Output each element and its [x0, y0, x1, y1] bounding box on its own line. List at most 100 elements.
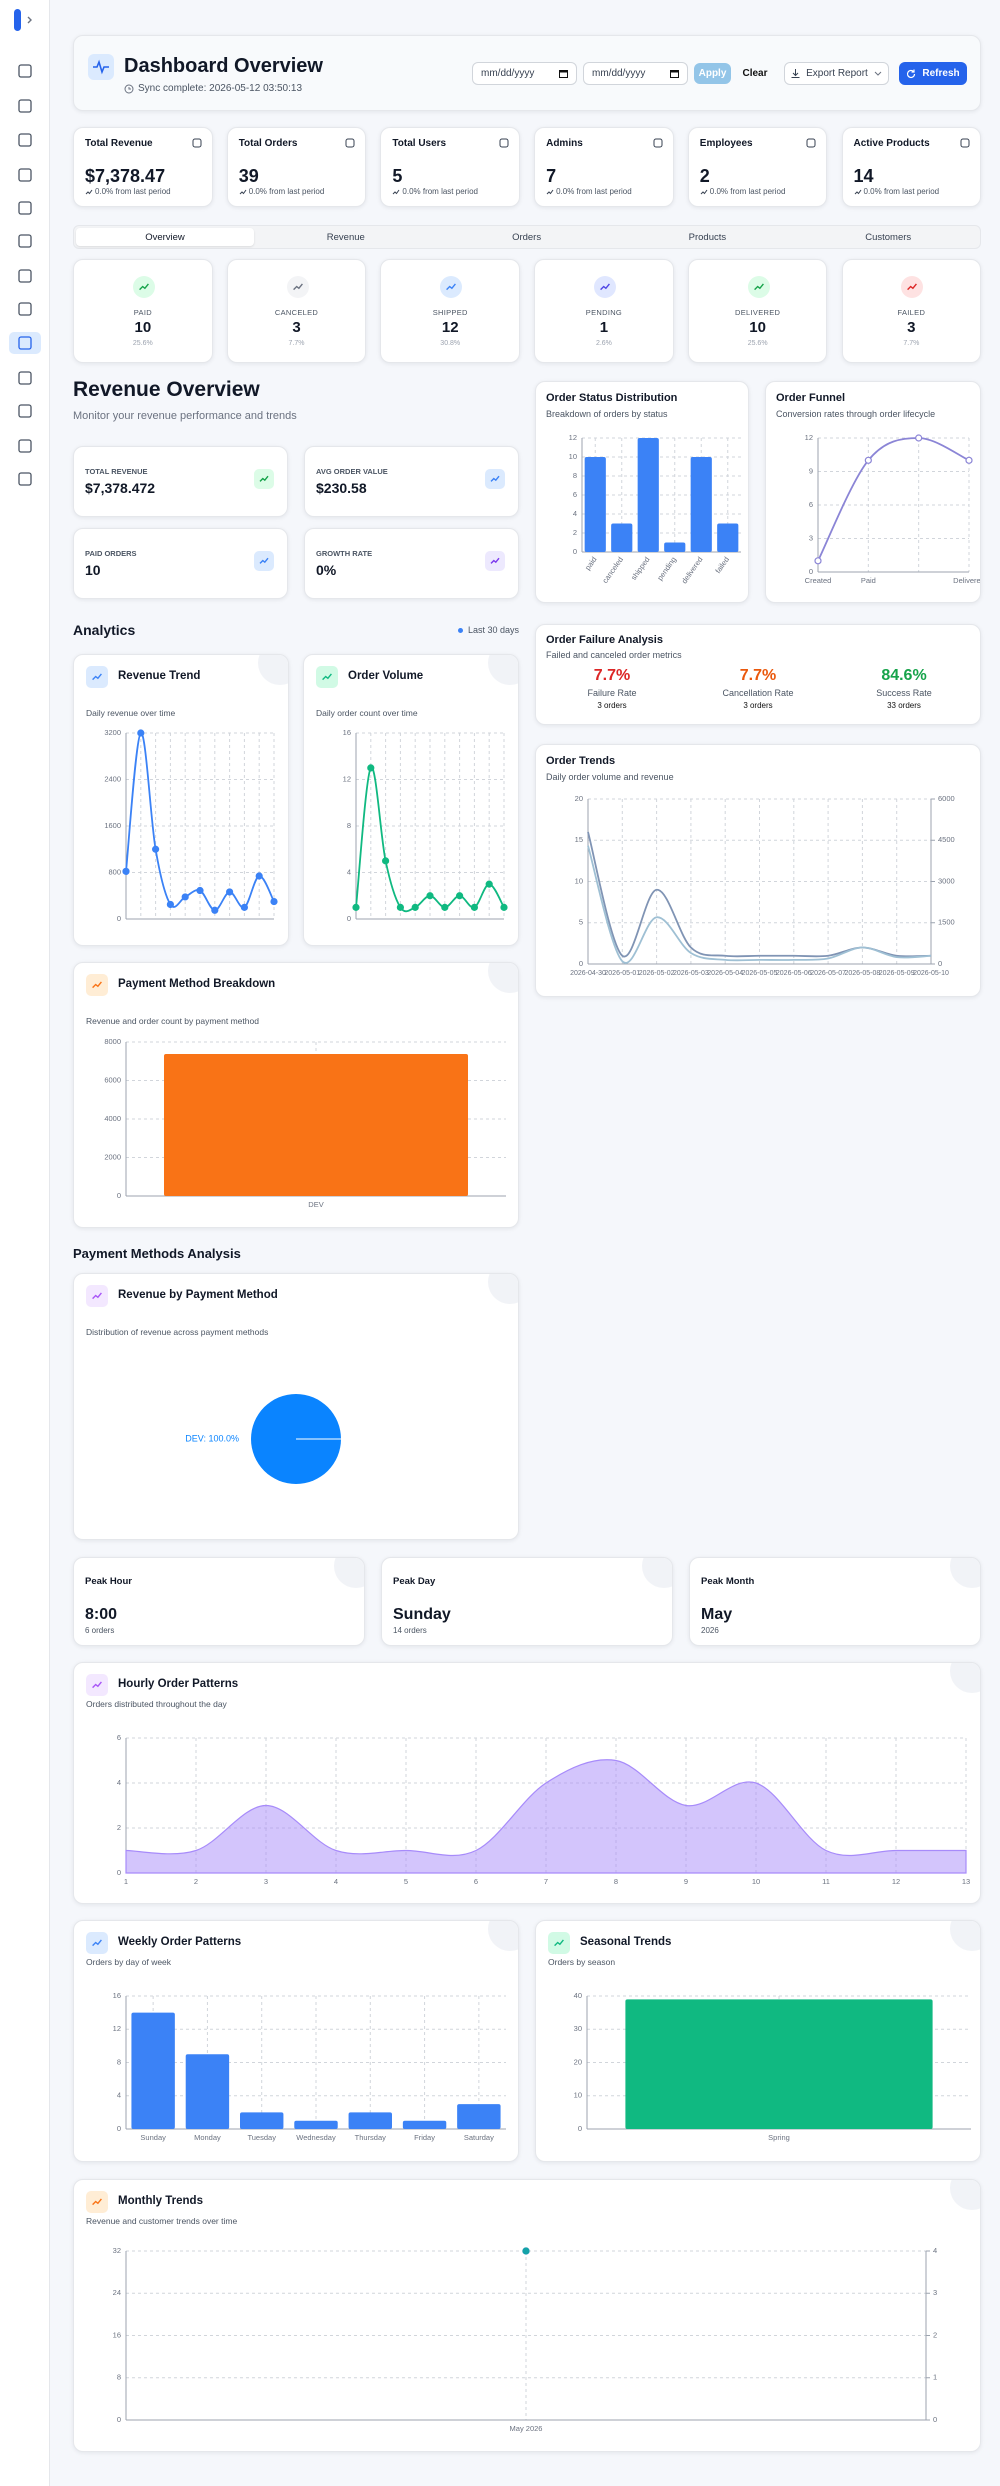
status-value: 3: [907, 319, 916, 336]
y2-tick-label: 4500: [938, 835, 955, 844]
chart-title: Hourly Order Patterns: [118, 1678, 239, 1690]
point: [211, 906, 219, 914]
status-share: 7.7%: [903, 340, 920, 347]
icon-glyph: [393, 189, 400, 195]
area: [125, 1759, 967, 1874]
x-tick-label: pending: [655, 555, 678, 582]
y-tick-label: 8000: [104, 1037, 121, 1046]
icon: [485, 469, 505, 489]
y-tick-label: 15: [575, 835, 583, 844]
tab[interactable]: Orders: [512, 231, 542, 243]
status-label: CANCELED: [274, 308, 319, 317]
stat-change: 0.0% from last period: [402, 187, 478, 196]
icon-glyph: [85, 189, 93, 195]
stat-value: 2: [699, 166, 710, 186]
icon: [86, 974, 108, 996]
chart: 0 10 20 30 40 Spring: [574, 1991, 971, 2142]
export-button[interactable]: Export Report: [784, 62, 889, 85]
chart: 0 4 8 12 16 Sunday Monday Tuesday Wednesday Thurs…: [113, 1991, 506, 2142]
tab[interactable]: Overview: [76, 228, 254, 246]
bar: [690, 457, 712, 552]
y-tick-label: 8: [117, 2373, 121, 2382]
icon: [747, 276, 770, 298]
status-value: 3: [292, 319, 301, 336]
refresh-button[interactable]: Refresh: [899, 62, 967, 85]
x-tick-label: Tuesday: [247, 2133, 276, 2142]
status-label: PENDING: [585, 308, 623, 317]
icon: [593, 276, 616, 298]
chart-subtitle: Daily order count over time: [316, 708, 418, 718]
nav-active-bg: [9, 332, 41, 354]
y-tick-label: 0: [117, 1191, 121, 1200]
nav-icon: [18, 133, 32, 147]
stat-card: Total Orders 39 0.0% from last period: [226, 127, 367, 207]
point: [411, 903, 419, 911]
metric-label: GROWTH RATE: [316, 549, 373, 558]
stat-change: 0.0% from last period: [95, 187, 171, 196]
header-card: Dashboard Overview Sync complete: 2026-0…: [73, 35, 981, 111]
apply-button[interactable]: Apply: [694, 63, 731, 84]
point: [456, 892, 464, 900]
nav-icon: [18, 201, 32, 215]
chart-title: Order Volume: [348, 670, 424, 682]
y-tick-label: 3200: [104, 728, 121, 737]
section-title: Analytics: [73, 622, 136, 638]
point: [396, 903, 405, 911]
clear-button[interactable]: Clear: [742, 68, 768, 79]
icon-glyph: [138, 283, 149, 291]
date-from[interactable]: mm/dd/yyyy: [472, 62, 577, 85]
y-tick-label: 0: [117, 2415, 121, 2424]
tab[interactable]: Products: [688, 231, 727, 243]
stat-value: 7: [546, 166, 557, 186]
expand-icon[interactable]: [27, 16, 32, 24]
status-label: FAILED: [897, 308, 926, 317]
trend-icon: [239, 189, 247, 195]
nav-icon: [18, 269, 32, 283]
chart-title: Order Funnel: [776, 392, 846, 404]
y-tick-label: 800: [108, 867, 121, 876]
x-tick-label: 6: [474, 1877, 478, 1886]
point: [255, 872, 263, 880]
y-tick-label: 12: [569, 433, 577, 442]
chart-subtitle: Conversion rates through order lifecycle: [776, 409, 936, 419]
y2-tick-label: 0: [933, 2415, 937, 2424]
chart-subtitle: Daily revenue over time: [86, 708, 176, 718]
stat-label: Total Orders: [238, 138, 298, 149]
chart: 0 8 16 24 32 0 1 2 3 4 May 2026: [113, 2246, 938, 2433]
status-card: PENDING 1 2.6%: [534, 259, 674, 363]
stat-icon: [653, 138, 663, 148]
icon: [316, 666, 338, 688]
tab[interactable]: Revenue: [326, 231, 365, 243]
icon-glyph: [753, 283, 764, 291]
icon-glyph: [292, 283, 303, 291]
y-tick-label: 20: [575, 794, 583, 803]
stat-label: Total Users: [392, 138, 447, 149]
x-tick-label: 2026-05-06: [776, 970, 812, 977]
chart-title: Payment Method Breakdown: [118, 978, 276, 990]
x-tick-label: Paid: [861, 576, 876, 585]
x-tick-label: 8: [614, 1877, 618, 1886]
nav-icon: [18, 371, 32, 385]
bar: [584, 457, 606, 552]
point: [470, 903, 478, 911]
stat-change: 0.0% from last period: [556, 187, 632, 196]
metric-value: 10: [85, 562, 101, 578]
point: [181, 893, 189, 901]
stat-card: Employees 2 0.0% from last period: [687, 127, 828, 207]
y-tick-label: 16: [113, 2330, 121, 2339]
date-placeholder: mm/dd/yyyy: [592, 68, 646, 79]
chart-card: 0 5 10 15 20 0 1500 3000 4500 6000 2026-04-30 2026-…: [535, 744, 981, 997]
icon: [254, 469, 274, 489]
y-tick-label: 0: [117, 1868, 121, 1877]
stat-change: 0.0% from last period: [248, 187, 325, 196]
chart: 0 2000 4000 6000 8000 DEV: [104, 1037, 506, 1209]
x-tick-label: 2026-04-30: [570, 970, 606, 977]
tab[interactable]: Customers: [865, 231, 912, 243]
status-share: 25.6%: [747, 340, 768, 347]
date-placeholder: mm/dd/yyyy: [481, 68, 535, 79]
x-tick-label: 2026-05-03: [673, 970, 709, 977]
x-tick-label: Wednesday: [296, 2133, 336, 2142]
date-to[interactable]: mm/dd/yyyy: [583, 62, 688, 85]
stat-icon: [192, 138, 202, 148]
